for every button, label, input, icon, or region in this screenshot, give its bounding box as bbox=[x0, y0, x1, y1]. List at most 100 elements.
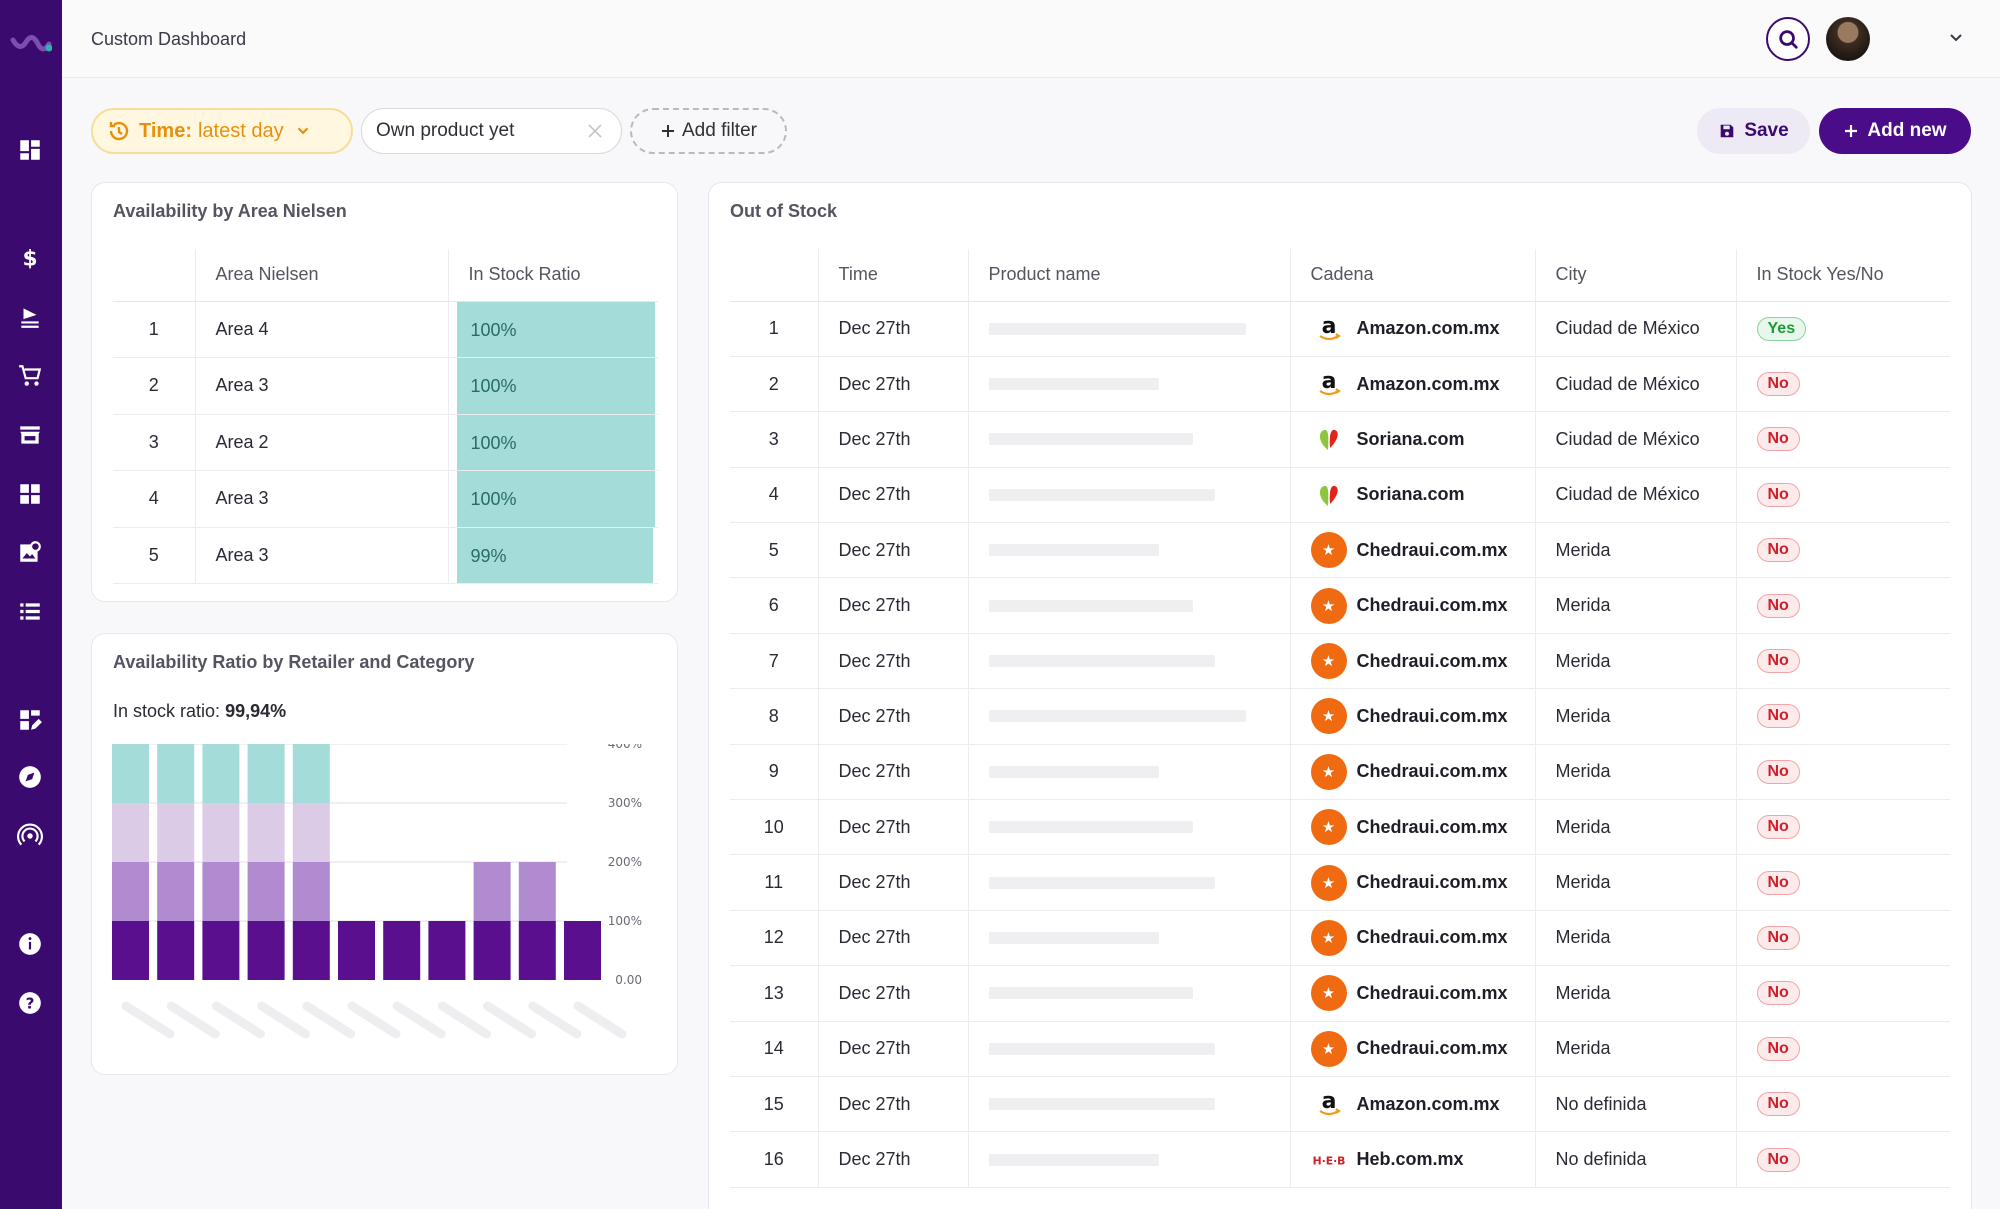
table-row[interactable]: 6 Dec 27th ★ Chedraui.com.mx Merida No bbox=[730, 577, 1950, 634]
table-row[interactable]: 8 Dec 27th ★ Chedraui.com.mx Merida No bbox=[730, 688, 1950, 745]
stock-status-badge: No bbox=[1756, 925, 1800, 950]
dashboard-icon[interactable] bbox=[15, 135, 45, 165]
column-header[interactable]: In Stock Ratio bbox=[448, 249, 658, 302]
table-row[interactable]: 2 Dec 27th a Amazon.com.mx Ciudad de México N… bbox=[730, 356, 1950, 413]
product-name-placeholder bbox=[988, 544, 1160, 557]
table-row[interactable]: 3 Dec 27th Soriana.com Ciudad de México No bbox=[730, 411, 1950, 468]
bar-segment bbox=[473, 921, 511, 980]
bar-segment bbox=[202, 744, 240, 803]
table-row[interactable]: 10 Dec 27th ★ Chedraui.com.mx Merida No bbox=[730, 799, 1950, 856]
retailer-name: Chedraui.com.mx bbox=[1356, 761, 1508, 782]
table-row[interactable]: 4 Area 3 100% bbox=[113, 470, 658, 528]
list-icon[interactable] bbox=[15, 596, 45, 626]
table-row[interactable]: 1 Dec 27th a Amazon.com.mx Ciudad de México Y… bbox=[730, 301, 1950, 357]
add-filter-button[interactable]: Add filter bbox=[630, 108, 787, 154]
close-icon[interactable] bbox=[585, 121, 605, 141]
edit-dashboard-icon[interactable] bbox=[15, 705, 45, 735]
time-cell: Dec 27th bbox=[818, 965, 969, 1022]
help-icon[interactable]: ? bbox=[15, 988, 45, 1018]
soriana-logo-icon bbox=[1311, 477, 1347, 513]
table-row[interactable]: 14 Dec 27th ★ Chedraui.com.mx Merida No bbox=[730, 1021, 1950, 1077]
table-row[interactable]: 11 Dec 27th ★ Chedraui.com.mx Merida No bbox=[730, 854, 1950, 911]
city-cell: Ciudad de México bbox=[1535, 301, 1737, 357]
compass-icon[interactable] bbox=[15, 762, 45, 792]
cart-icon[interactable] bbox=[15, 361, 45, 391]
column-header[interactable]: City bbox=[1535, 249, 1737, 302]
ratio-value: 100% bbox=[470, 376, 517, 396]
time-filter-label: Time: bbox=[139, 119, 192, 142]
table-row[interactable]: 3 Area 2 100% bbox=[113, 414, 658, 471]
table-row[interactable]: 16 Dec 27th H·E·B Heb.com.mx No definida No bbox=[730, 1131, 1950, 1188]
grid-icon[interactable] bbox=[15, 479, 45, 509]
city-cell: Merida bbox=[1535, 633, 1737, 690]
search-button[interactable] bbox=[1766, 17, 1810, 61]
table-row[interactable]: 13 Dec 27th ★ Chedraui.com.mx Merida No bbox=[730, 965, 1950, 1022]
dollar-icon[interactable]: $ bbox=[15, 243, 45, 273]
store-icon[interactable] bbox=[15, 420, 45, 450]
product-name-cell bbox=[968, 301, 1291, 357]
product-filter-label: Own product yet bbox=[376, 120, 515, 141]
table-row[interactable]: 12 Dec 27th ★ Chedraui.com.mx Merida No bbox=[730, 910, 1950, 967]
chevron-down-icon[interactable] bbox=[1946, 28, 1966, 48]
city-cell: No definida bbox=[1535, 1076, 1737, 1133]
table-row[interactable]: 5 Dec 27th ★ Chedraui.com.mx Merida No bbox=[730, 522, 1950, 579]
column-header[interactable]: Area Nielsen bbox=[195, 249, 449, 302]
retailer-name: Chedraui.com.mx bbox=[1356, 1038, 1508, 1059]
row-index: 13 bbox=[730, 965, 819, 1022]
column-header[interactable] bbox=[730, 249, 819, 302]
table-row[interactable]: 15 Dec 27th a Amazon.com.mx No definida No bbox=[730, 1076, 1950, 1133]
in-stock-cell: No bbox=[1736, 633, 1950, 690]
product-name-cell bbox=[968, 633, 1291, 690]
table-row[interactable]: 4 Dec 27th Soriana.com Ciudad de México No bbox=[730, 467, 1950, 524]
retailer-cell: ★ Chedraui.com.mx bbox=[1290, 799, 1536, 856]
row-index: 15 bbox=[730, 1076, 819, 1133]
product-filter-chip[interactable]: Own product yet bbox=[361, 108, 622, 154]
table-row[interactable]: 1 Area 4 100% bbox=[113, 301, 658, 358]
ratio-value: 100% bbox=[470, 489, 517, 509]
city-cell: No definida bbox=[1535, 1131, 1737, 1188]
column-header[interactable] bbox=[113, 249, 196, 302]
table-row[interactable]: 9 Dec 27th ★ Chedraui.com.mx Merida No bbox=[730, 744, 1950, 801]
retailer-name: Chedraui.com.mx bbox=[1356, 705, 1508, 726]
column-header[interactable]: Cadena bbox=[1290, 249, 1536, 302]
table-row[interactable]: 7 Dec 27th ★ Chedraui.com.mx Merida No bbox=[730, 633, 1950, 690]
column-header[interactable]: Time bbox=[818, 249, 969, 302]
time-cell: Dec 27th bbox=[818, 799, 969, 856]
layers-icon[interactable] bbox=[15, 302, 45, 332]
table-row[interactable]: 2 Area 3 100% bbox=[113, 357, 658, 415]
retailer-cell: ★ Chedraui.com.mx bbox=[1290, 577, 1536, 634]
ratio-bar bbox=[456, 301, 655, 357]
time-cell: Dec 27th bbox=[818, 356, 969, 413]
info-icon[interactable] bbox=[15, 929, 45, 959]
city-cell: Merida bbox=[1535, 688, 1737, 745]
area-name: Area 3 bbox=[195, 527, 449, 584]
x-tick-label-placeholder bbox=[573, 1001, 627, 1039]
add-new-button[interactable]: Add new bbox=[1819, 108, 1971, 154]
column-header[interactable]: In Stock Yes/No bbox=[1736, 249, 1950, 302]
row-index: 5 bbox=[113, 527, 196, 584]
table-row[interactable]: 5 Area 3 99% bbox=[113, 527, 658, 584]
image-search-icon[interactable] bbox=[15, 537, 45, 567]
retailer-cell: ★ Chedraui.com.mx bbox=[1290, 854, 1536, 911]
bar-segment bbox=[112, 803, 149, 862]
product-name-placeholder bbox=[988, 987, 1193, 1000]
product-name-placeholder bbox=[988, 322, 1247, 335]
time-filter[interactable]: Time: latest day bbox=[91, 108, 353, 154]
product-name-cell bbox=[968, 522, 1291, 579]
retailer-name: Chedraui.com.mx bbox=[1356, 539, 1508, 560]
chedraui-logo-icon: ★ bbox=[1310, 532, 1347, 569]
time-filter-value: latest day bbox=[197, 119, 284, 142]
brand-logo[interactable] bbox=[10, 30, 52, 58]
row-index: 1 bbox=[113, 301, 196, 358]
time-cell: Dec 27th bbox=[818, 577, 969, 634]
column-header[interactable]: Product name bbox=[968, 249, 1291, 302]
retailer-name: Chedraui.com.mx bbox=[1356, 872, 1508, 893]
save-button[interactable]: Save bbox=[1697, 108, 1810, 154]
avatar[interactable] bbox=[1826, 17, 1870, 61]
stock-status-badge: No bbox=[1756, 372, 1800, 397]
broadcast-icon[interactable] bbox=[15, 821, 45, 851]
y-tick-label: 100% bbox=[608, 914, 642, 928]
stock-status-badge: No bbox=[1756, 815, 1800, 840]
plus-icon bbox=[662, 125, 674, 137]
in-stock-cell: No bbox=[1736, 356, 1950, 413]
